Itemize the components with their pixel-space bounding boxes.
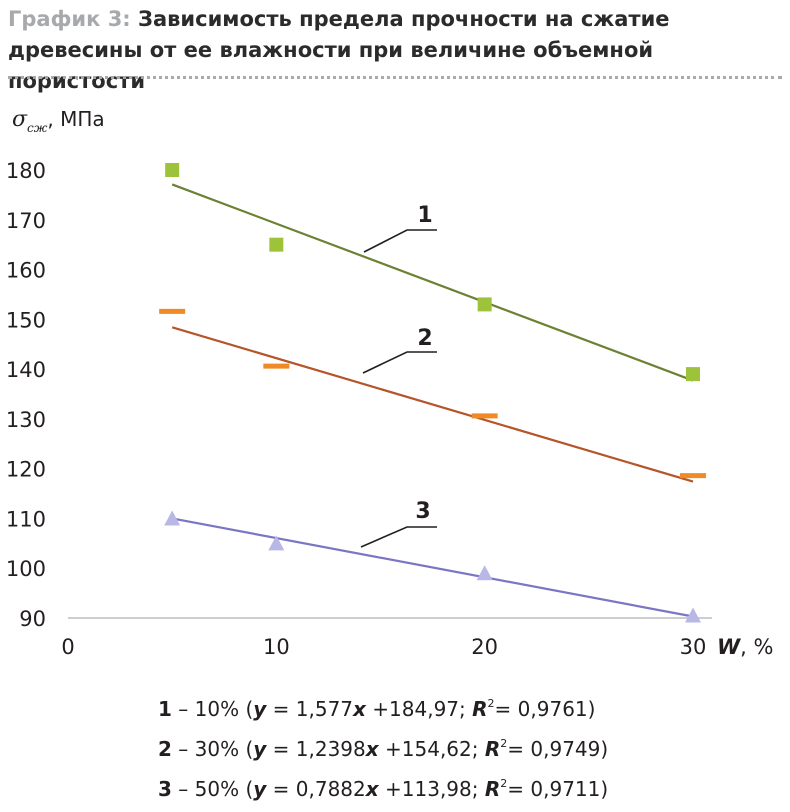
data-point-series-2 [263,363,290,369]
legend-x: x [365,777,379,801]
chart-title-prefix: График 3: [8,7,131,31]
series-label-leader-1 [363,229,437,253]
legend-r: R [472,697,488,721]
legend-x: x [353,697,366,721]
legend-entry-1: 1 – 10% (y = 1,577x +184,97; R2= 0,9761) [158,684,608,724]
legend-text: = 1,2398 [266,737,366,761]
chart-title-line1: Зависимость предела прочности на сжатие [138,7,670,31]
series-label-1: 1 [417,203,432,228]
series-label-3: 3 [415,499,430,524]
series-label-leader-2 [362,351,437,374]
y-axis-label: σсж, МПа [12,107,105,135]
legend-text: = 0,9711) [507,777,609,801]
legend-number: 2 [158,737,172,761]
series-label-2: 2 [417,326,432,351]
chart-title: График 3: Зависимость предела прочности … [8,4,784,97]
legend-text: – 50% ( [171,777,254,801]
legend-text: +154,62; [378,737,485,761]
x-tick-label: 10 [263,635,290,659]
legend-text: +113,98; [378,777,485,801]
legend-x: x [365,737,379,761]
legend-text: +184,97; [365,697,473,721]
legend-text: – 10% ( [171,697,254,721]
x-axis-symbol: W [717,635,741,659]
y-axis-symbol: σ [12,107,28,132]
data-point-series-1 [686,367,700,382]
legend-y: y [253,697,267,721]
legend-entry-2: 2 – 30% (y = 1,2398x +154,62; R2= 0,9749… [158,724,608,764]
legend-number: 1 [158,697,172,721]
data-point-series-1 [165,163,180,177]
data-point-series-3 [268,535,285,551]
data-point-series-2 [159,308,186,314]
y-axis-subscript: сж [27,121,48,135]
y-tick-label: 140 [6,358,46,382]
data-point-series-1 [477,297,492,312]
legend-text: = 0,9749) [507,737,609,761]
legend-entry-3: 3 – 50% (y = 0,7882x +113,98; R2= 0,9711… [158,764,608,804]
data-point-series-2 [471,413,498,419]
legend-sup: 2 [487,697,495,710]
legend-text: = 0,9761) [494,697,596,721]
legend-sup: 2 [500,737,508,750]
y-tick-label: 100 [6,557,46,581]
legend-y: y [253,737,267,761]
legend-sup: 2 [500,777,508,790]
legend-text: – 30% ( [171,737,254,761]
y-tick-label: 90 [19,607,46,631]
data-point-series-1 [269,237,284,252]
y-tick-label: 170 [6,209,46,233]
y-tick-label: 120 [6,458,46,482]
data-point-series-2 [680,473,706,479]
y-tick-label: 180 [6,159,46,183]
data-point-series-3 [476,565,493,581]
data-point-series-3 [685,607,701,623]
y-tick-label: 110 [6,507,46,531]
y-tick-label: 160 [6,259,46,283]
series-label-leader-3 [360,526,437,548]
trend-line-3 [171,517,694,618]
legend-text: = 0,7882 [266,777,366,801]
trend-line-1 [171,183,694,382]
legend-text: = 1,577 [266,697,354,721]
legend-r: R [484,737,501,761]
title-divider [8,76,782,79]
x-tick-label: 0 [61,635,74,659]
x-tick-label: 20 [471,635,498,659]
x-tick-label: 30 [680,635,707,659]
trend-line-2 [171,326,694,483]
legend: 1 – 10% (y = 1,577x +184,97; R2= 0,9761)… [158,684,608,804]
x-axis-unit: , % [740,635,773,659]
legend-r: R [484,777,501,801]
legend-y: y [253,777,267,801]
x-axis-label: W, % [717,635,773,659]
data-point-series-3 [164,510,181,526]
chart-title-line2: древесины от ее влажности при величине о… [8,38,654,93]
y-tick-label: 150 [6,308,46,332]
legend-number: 3 [158,777,172,801]
y-axis-unit: , МПа [47,107,104,131]
y-tick-label: 130 [6,408,46,432]
